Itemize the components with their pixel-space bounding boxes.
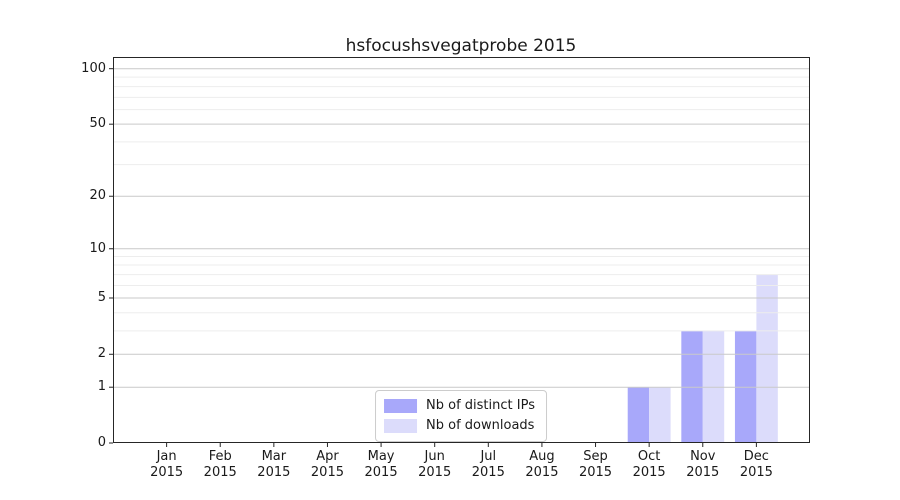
y-tick-label: 10 (89, 240, 106, 256)
legend-swatch-downloads (384, 418, 418, 433)
x-tick-label-jan: Jan 2015 (150, 449, 184, 480)
x-tick-label-feb: Feb 2015 (203, 449, 237, 480)
x-tick-label-sep: Sep 2015 (578, 449, 613, 480)
x-tick-label-jun: Jun 2015 (418, 449, 452, 480)
x-tick-label-may: May 2015 (364, 449, 398, 480)
x-tick-label-oct: Oct 2015 (632, 449, 666, 480)
y-tick-label: 1 (97, 379, 106, 395)
legend-item-downloads: Nb of downloads (384, 418, 535, 433)
axes-frame (113, 57, 810, 443)
x-tick-label-jul: Jul 2015 (471, 449, 505, 480)
x-tick-label-aug: Aug 2015 (525, 449, 559, 480)
chart-title: hsfocushsvegatprobe 2015 (345, 36, 577, 56)
y-tick-label: 0 (97, 435, 106, 450)
x-tick-label-apr: Apr 2015 (310, 449, 344, 480)
bar-downloads-dec (756, 274, 778, 443)
legend-item-distinct-ips: Nb of distinct IPs (384, 398, 535, 413)
bar-distinct-ips-oct (627, 387, 650, 443)
y-tick-label: 50 (89, 116, 106, 132)
legend-label-downloads: Nb of downloads (426, 418, 535, 433)
y-tick-label: 20 (89, 188, 106, 204)
x-tick-label-nov: Nov 2015 (686, 449, 720, 480)
bar-downloads-oct (649, 387, 671, 443)
legend: Nb of distinct IPs Nb of downloads (375, 390, 547, 442)
y-tick-label: 2 (97, 346, 106, 362)
x-tick-label-dec: Dec 2015 (739, 449, 773, 480)
y-tick-label: 5 (97, 289, 106, 305)
legend-label-distinct-ips: Nb of distinct IPs (426, 398, 535, 413)
legend-swatch-distinct-ips (384, 398, 418, 413)
x-tick-label-mar: Mar 2015 (257, 449, 291, 480)
y-tick-label: 100 (81, 60, 106, 76)
